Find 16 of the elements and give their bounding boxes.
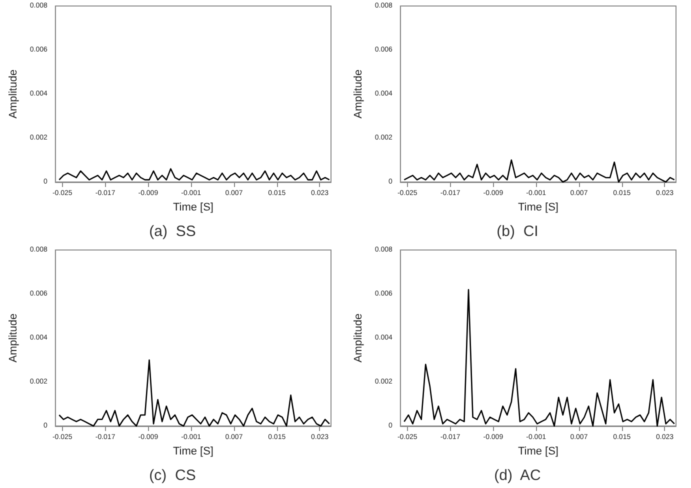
y-axis-title: Amplitude (8, 70, 20, 118)
x-axis-title: Time [S] (172, 445, 214, 458)
line-series (58, 168, 330, 180)
y-axis-title: Amplitude (352, 314, 364, 362)
y-axis-title: Amplitude (352, 70, 364, 118)
x-axis-title: Time [S] (518, 445, 558, 458)
text: (c) CS (149, 467, 196, 484)
line-series (404, 288, 676, 427)
line-series (58, 359, 330, 427)
text: (d) AC (494, 467, 541, 484)
x-axis-title: Time [S] (172, 201, 214, 214)
text: (a) SS (149, 223, 196, 240)
text: (b) CI (496, 223, 538, 240)
y-axis-title: Amplitude (8, 314, 20, 362)
line-series (404, 159, 676, 183)
x-axis-title: Time [S] (518, 201, 558, 214)
